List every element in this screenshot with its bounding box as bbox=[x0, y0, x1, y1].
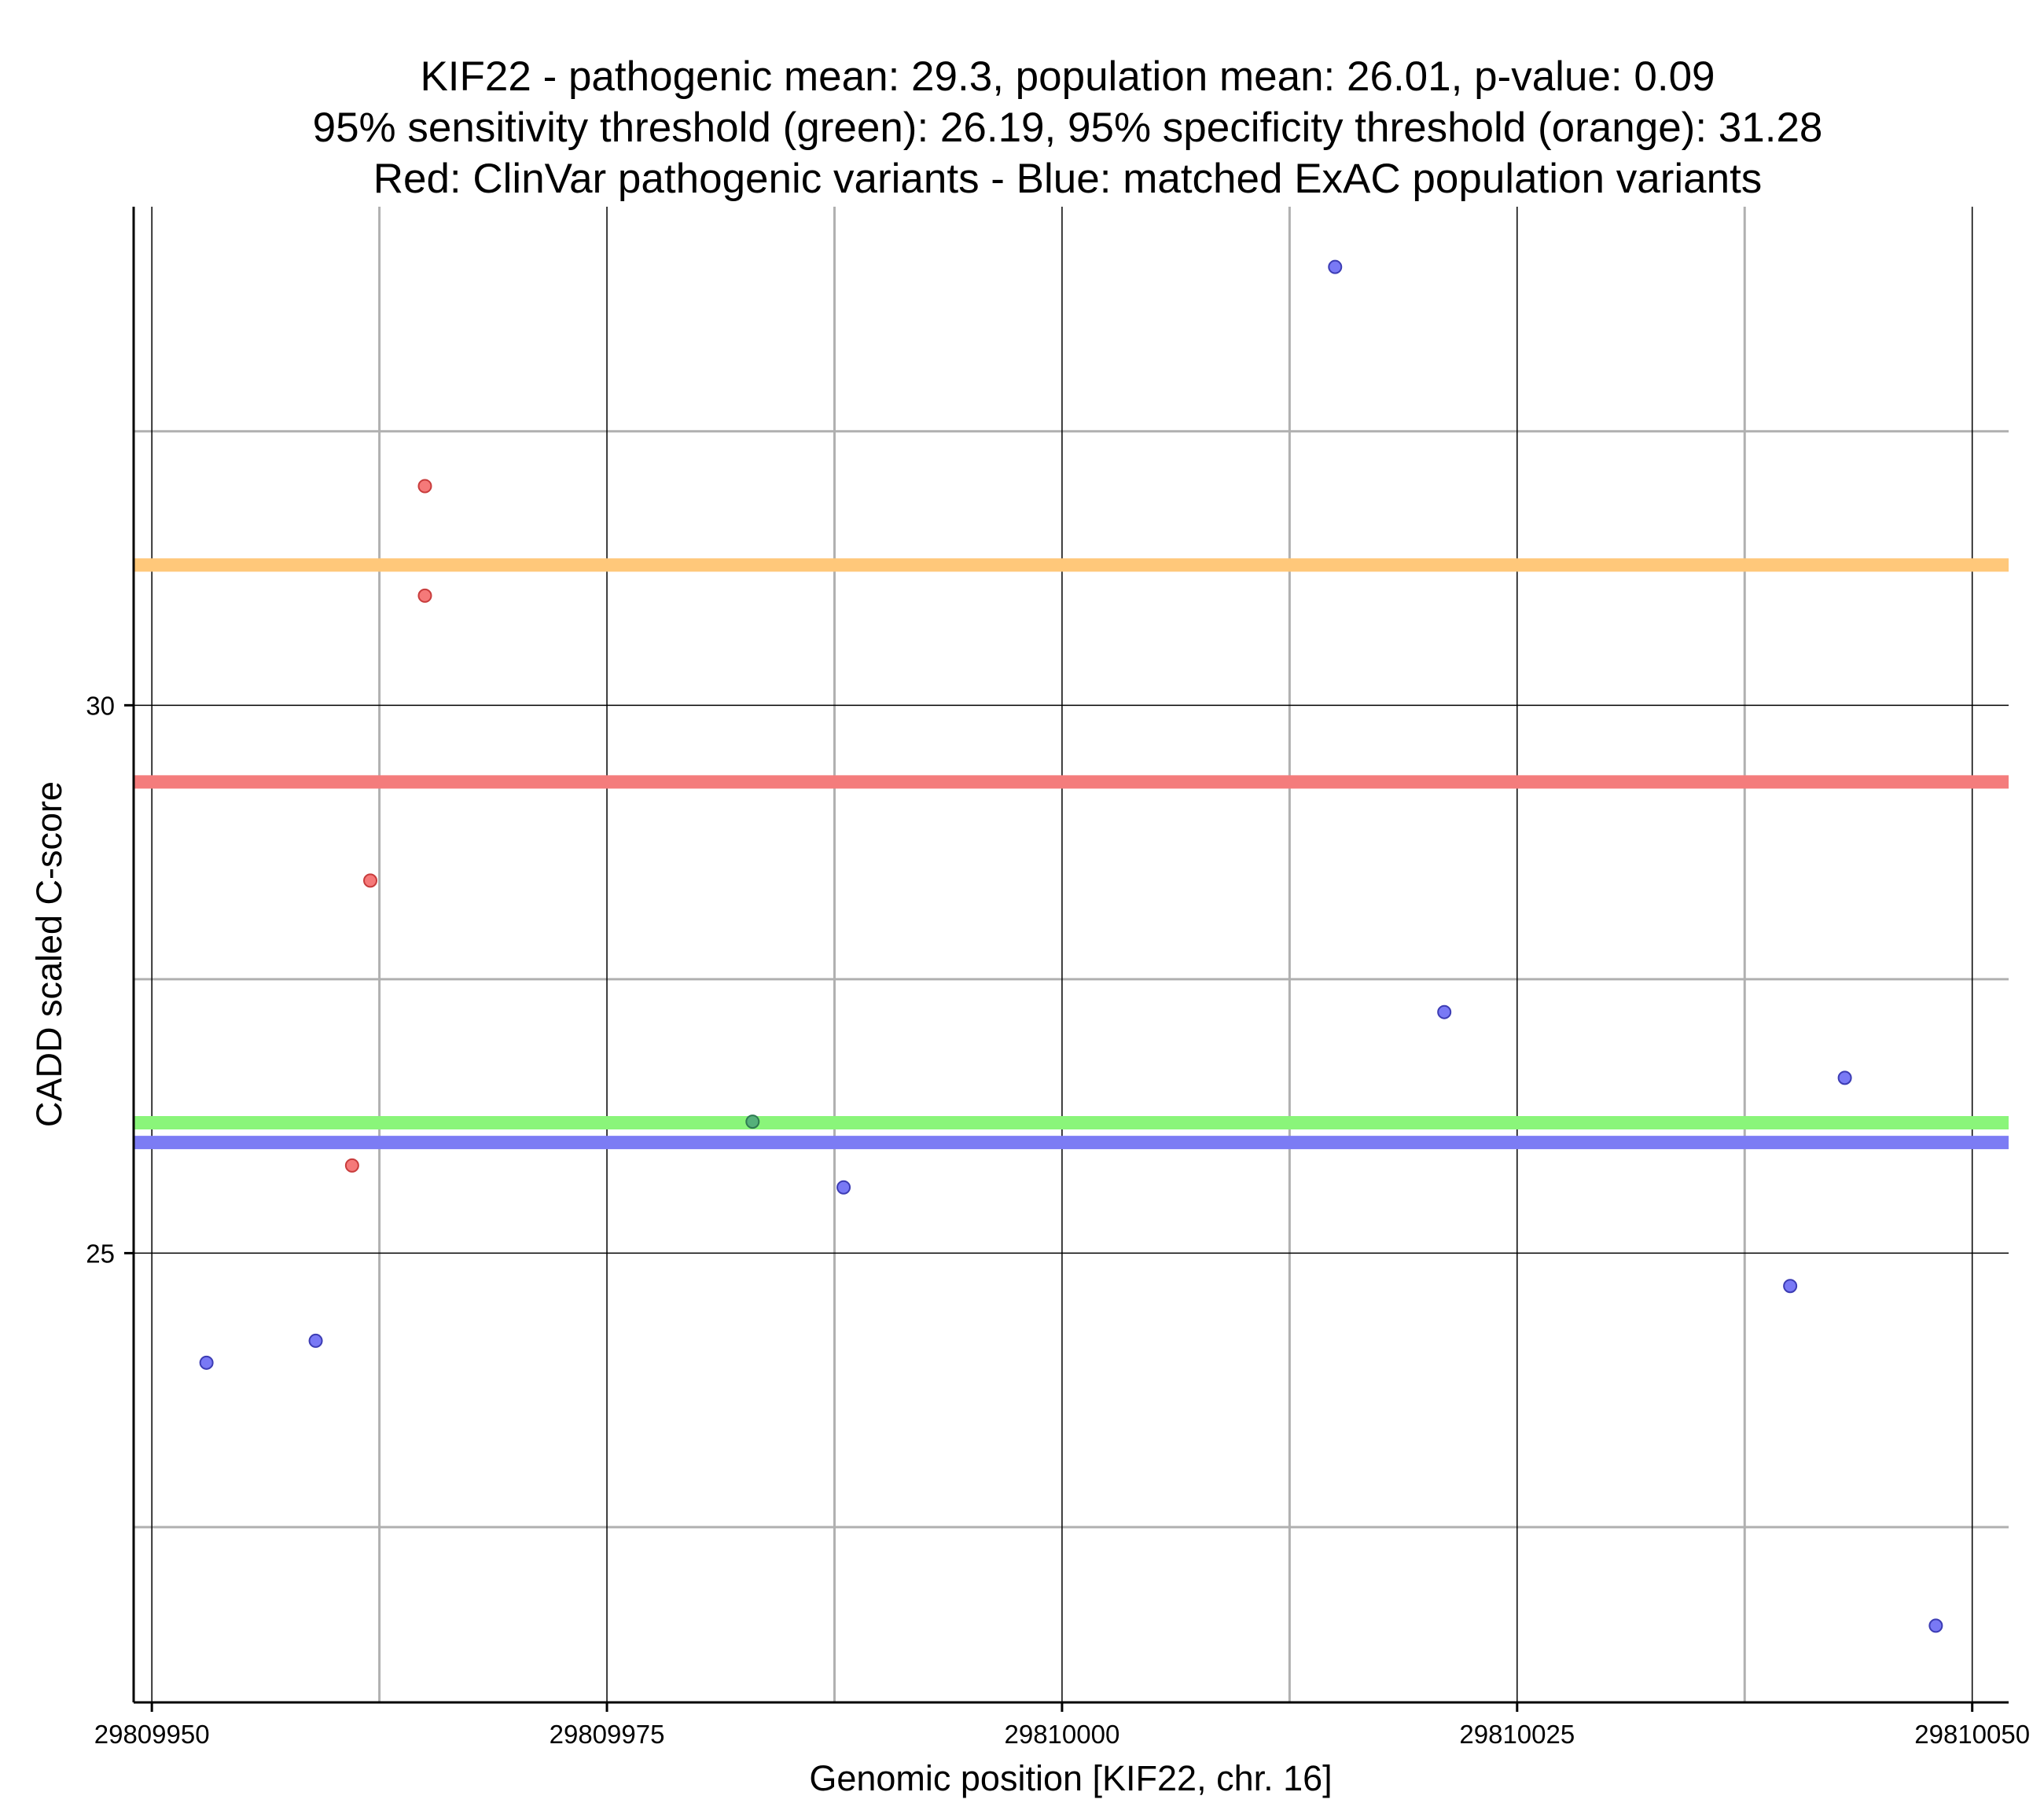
data-point-series-1 bbox=[1437, 1004, 1452, 1019]
x-tick-label: 29809975 bbox=[550, 1720, 665, 1749]
data-point-series-1 bbox=[199, 1355, 214, 1370]
chart-title-line-2: 95% sensitivity threshold (green): 26.19… bbox=[313, 105, 1823, 151]
major-gridlines bbox=[134, 207, 2009, 1702]
data-point-series-0 bbox=[417, 588, 432, 603]
data-point-series-0 bbox=[363, 873, 378, 888]
x-tick-label: 29809950 bbox=[94, 1720, 210, 1749]
data-point-series-2 bbox=[745, 1114, 760, 1129]
chart-title-line-1: KIF22 - pathogenic mean: 29.3, populatio… bbox=[420, 53, 1715, 100]
y-tick-label: 30 bbox=[86, 691, 115, 720]
minor-gridlines bbox=[134, 207, 2009, 1702]
data-point-series-1 bbox=[308, 1333, 323, 1348]
x-axis-label: Genomic position [KIF22, chr. 16] bbox=[809, 1758, 1332, 1798]
reference-lines bbox=[134, 558, 2009, 1150]
y-axis-label: CADD scaled C-score bbox=[29, 781, 69, 1127]
x-tick-label: 29810025 bbox=[1459, 1720, 1575, 1749]
data-point-series-0 bbox=[417, 479, 432, 494]
x-tick-label: 29810050 bbox=[1914, 1720, 2030, 1749]
data-point-series-1 bbox=[836, 1180, 851, 1195]
data-point-series-1 bbox=[1928, 1618, 1943, 1633]
chart-title-line-3: Red: ClinVar pathogenic variants - Blue:… bbox=[373, 156, 1763, 202]
y-tick-label: 25 bbox=[86, 1239, 115, 1268]
y-axis-ticks: 25 30 bbox=[86, 691, 134, 1268]
data-point-series-1 bbox=[1783, 1279, 1798, 1294]
chart-title: KIF22 - pathogenic mean: 29.3, populatio… bbox=[313, 53, 1823, 202]
x-tick-label: 29810000 bbox=[1005, 1720, 1120, 1749]
data-points bbox=[199, 259, 1943, 1633]
data-point-series-0 bbox=[344, 1158, 359, 1173]
x-axis-ticks: 29809950 29809975 29810000 29810025 29810050 bbox=[94, 1702, 2030, 1749]
data-point-series-1 bbox=[1328, 259, 1343, 274]
data-point-series-1 bbox=[1837, 1070, 1852, 1085]
